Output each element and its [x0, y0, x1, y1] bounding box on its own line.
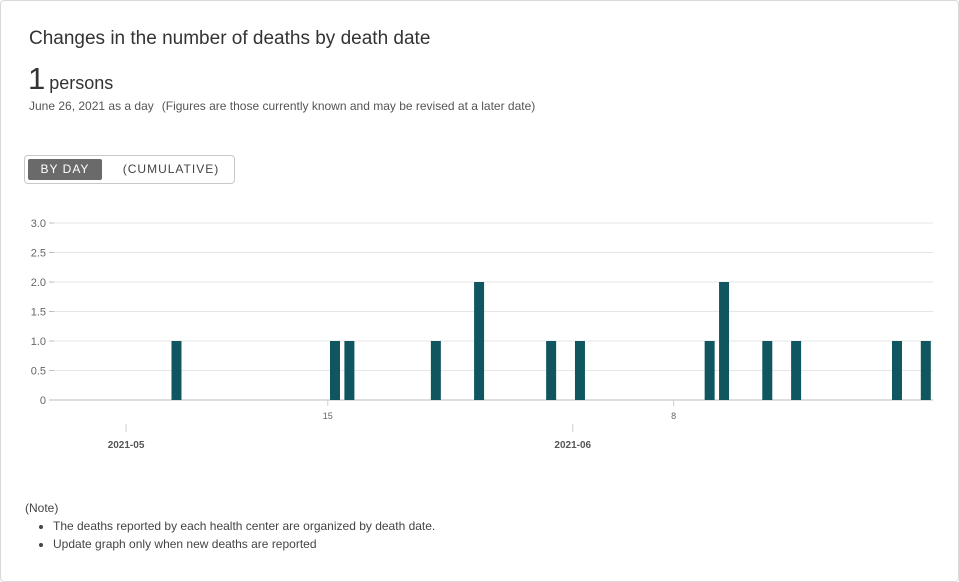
y-axis-ticks: 0 0.5 1.0 1.5 2.0 2.5 3.0 [31, 218, 46, 407]
grid-lines [49, 222, 933, 401]
x-major-tick-label: 2021-06 [554, 440, 591, 451]
bar [574, 341, 585, 400]
headline-value: 1 persons [28, 61, 113, 97]
bar [762, 341, 773, 400]
x-minor-tick-label: 15 [323, 411, 333, 421]
y-tick-label: 2.5 [31, 248, 46, 260]
bar [344, 341, 355, 400]
cumulative-button[interactable]: (CUMULATIVE) [122, 162, 220, 176]
view-toggle: BY DAY (CUMULATIVE) [24, 155, 235, 184]
by-day-button[interactable]: BY DAY [28, 159, 102, 180]
as-of-date: June 26, 2021 as a day [29, 99, 154, 113]
bar [546, 341, 557, 400]
x-minor-tick-label: 8 [671, 411, 676, 421]
bar [920, 341, 931, 400]
notes-list: The deaths reported by each health cente… [25, 519, 435, 551]
bar [891, 341, 902, 400]
y-tick-label: 1.5 [31, 307, 46, 319]
chart-title: Changes in the number of deaths by death… [29, 28, 431, 49]
y-tick-label: 0 [40, 395, 46, 407]
note-item: Update graph only when new deaths are re… [53, 537, 435, 551]
bar [791, 341, 802, 400]
notes-section: (Note) The deaths reported by each healt… [25, 501, 435, 555]
notes-heading: (Note) [25, 501, 59, 515]
death-count: 1 [28, 61, 46, 96]
bars [171, 282, 931, 400]
bar [719, 282, 730, 400]
date-subtitle: June 26, 2021 as a day (Figures are those… [29, 99, 535, 113]
bar [171, 341, 182, 400]
death-unit: persons [49, 73, 114, 93]
bar [329, 341, 340, 400]
bar-chart: 0 0.5 1.0 1.5 2.0 2.5 3.0 15 8 2021-05 2021-06 [31, 218, 933, 451]
y-tick-label: 2.0 [31, 277, 46, 289]
note-item: The deaths reported by each health cente… [53, 519, 435, 533]
y-tick-label: 1.0 [31, 336, 46, 348]
revision-note: (Figures are those currently known and m… [161, 99, 536, 113]
bar [474, 282, 485, 400]
y-tick-label: 0.5 [31, 366, 46, 378]
bar [430, 341, 441, 400]
x-major-tick-label: 2021-05 [108, 440, 145, 451]
y-tick-label: 3.0 [31, 218, 46, 230]
bar [704, 341, 715, 400]
x-axis-ticks: 15 8 2021-05 2021-06 [108, 400, 676, 451]
